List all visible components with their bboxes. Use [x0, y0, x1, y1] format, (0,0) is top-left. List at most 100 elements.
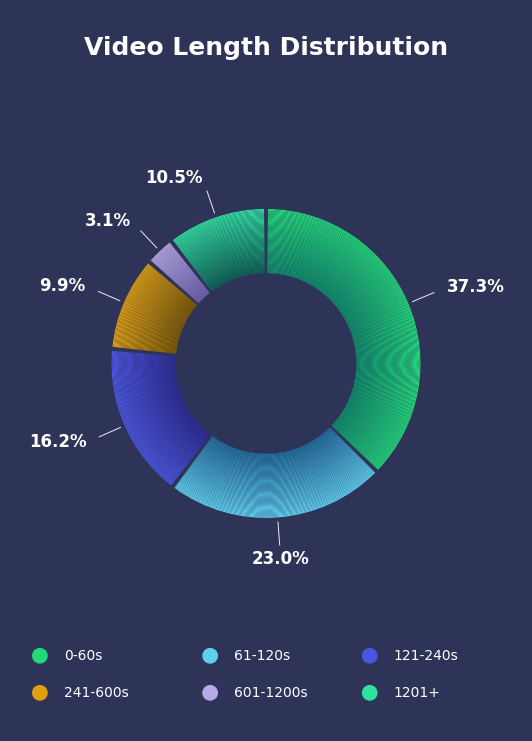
- Wedge shape: [268, 247, 383, 444]
- Wedge shape: [158, 355, 201, 448]
- Wedge shape: [169, 301, 193, 353]
- Wedge shape: [268, 213, 416, 467]
- Wedge shape: [168, 260, 185, 276]
- Wedge shape: [268, 228, 401, 456]
- Wedge shape: [198, 251, 264, 275]
- Wedge shape: [191, 239, 264, 265]
- Wedge shape: [134, 353, 186, 468]
- Wedge shape: [114, 351, 173, 484]
- Wedge shape: [157, 354, 200, 450]
- Wedge shape: [267, 270, 360, 428]
- Wedge shape: [136, 353, 187, 466]
- Wedge shape: [268, 251, 378, 441]
- Wedge shape: [199, 252, 264, 276]
- Wedge shape: [133, 353, 185, 468]
- Wedge shape: [156, 354, 199, 451]
- Wedge shape: [139, 281, 170, 350]
- Wedge shape: [169, 262, 185, 277]
- Wedge shape: [155, 354, 198, 451]
- Wedge shape: [120, 351, 177, 479]
- Wedge shape: [182, 462, 366, 505]
- Wedge shape: [267, 268, 361, 429]
- Wedge shape: [210, 430, 333, 459]
- Wedge shape: [198, 250, 264, 273]
- Wedge shape: [174, 472, 375, 518]
- Wedge shape: [156, 247, 174, 265]
- Wedge shape: [188, 234, 264, 261]
- Wedge shape: [268, 222, 408, 461]
- Wedge shape: [167, 356, 206, 442]
- Wedge shape: [268, 242, 387, 447]
- Wedge shape: [268, 250, 379, 442]
- Wedge shape: [184, 277, 198, 290]
- Wedge shape: [134, 278, 165, 349]
- Wedge shape: [160, 355, 202, 447]
- Wedge shape: [268, 246, 384, 445]
- Wedge shape: [268, 212, 417, 468]
- Wedge shape: [268, 219, 411, 463]
- Wedge shape: [268, 260, 370, 435]
- Wedge shape: [145, 285, 174, 350]
- Wedge shape: [267, 262, 368, 433]
- Wedge shape: [176, 305, 198, 353]
- Wedge shape: [178, 468, 371, 513]
- Wedge shape: [136, 279, 167, 350]
- Wedge shape: [127, 273, 160, 348]
- Wedge shape: [174, 211, 264, 243]
- Wedge shape: [207, 266, 265, 287]
- Wedge shape: [189, 282, 202, 295]
- Wedge shape: [205, 436, 339, 467]
- Wedge shape: [147, 286, 176, 350]
- Wedge shape: [268, 209, 420, 470]
- Wedge shape: [194, 288, 206, 299]
- Wedge shape: [197, 292, 210, 303]
- Wedge shape: [187, 281, 201, 293]
- Wedge shape: [130, 353, 183, 471]
- Wedge shape: [188, 235, 264, 262]
- Wedge shape: [140, 353, 189, 463]
- Wedge shape: [207, 433, 336, 462]
- Wedge shape: [178, 468, 371, 511]
- Wedge shape: [268, 211, 418, 468]
- Wedge shape: [165, 355, 205, 442]
- Wedge shape: [128, 352, 182, 473]
- Wedge shape: [268, 244, 386, 446]
- Text: 61-120s: 61-120s: [234, 649, 290, 662]
- Wedge shape: [117, 266, 152, 348]
- Wedge shape: [186, 279, 200, 292]
- Wedge shape: [184, 227, 264, 256]
- Wedge shape: [172, 265, 189, 281]
- Wedge shape: [132, 353, 185, 469]
- Wedge shape: [126, 272, 159, 348]
- Wedge shape: [150, 288, 178, 351]
- Wedge shape: [181, 463, 367, 506]
- Wedge shape: [196, 446, 349, 481]
- Wedge shape: [204, 261, 265, 282]
- Wedge shape: [200, 442, 345, 474]
- Wedge shape: [142, 353, 190, 462]
- Wedge shape: [155, 291, 182, 352]
- Wedge shape: [113, 351, 172, 485]
- Wedge shape: [268, 225, 404, 459]
- Wedge shape: [151, 354, 196, 455]
- Wedge shape: [187, 233, 264, 260]
- Wedge shape: [210, 270, 265, 289]
- Wedge shape: [210, 270, 265, 290]
- Wedge shape: [185, 459, 362, 499]
- Wedge shape: [187, 232, 264, 259]
- Wedge shape: [164, 297, 189, 353]
- Wedge shape: [128, 273, 161, 348]
- Wedge shape: [149, 354, 195, 456]
- Wedge shape: [209, 431, 334, 459]
- Wedge shape: [180, 466, 369, 509]
- Wedge shape: [165, 258, 182, 274]
- Wedge shape: [268, 234, 396, 453]
- Wedge shape: [268, 237, 392, 451]
- Text: 1201+: 1201+: [394, 686, 440, 700]
- Wedge shape: [113, 265, 150, 347]
- Text: 3.1%: 3.1%: [85, 212, 131, 230]
- Wedge shape: [268, 230, 400, 456]
- Circle shape: [363, 685, 377, 700]
- Wedge shape: [123, 270, 157, 348]
- Wedge shape: [179, 467, 370, 511]
